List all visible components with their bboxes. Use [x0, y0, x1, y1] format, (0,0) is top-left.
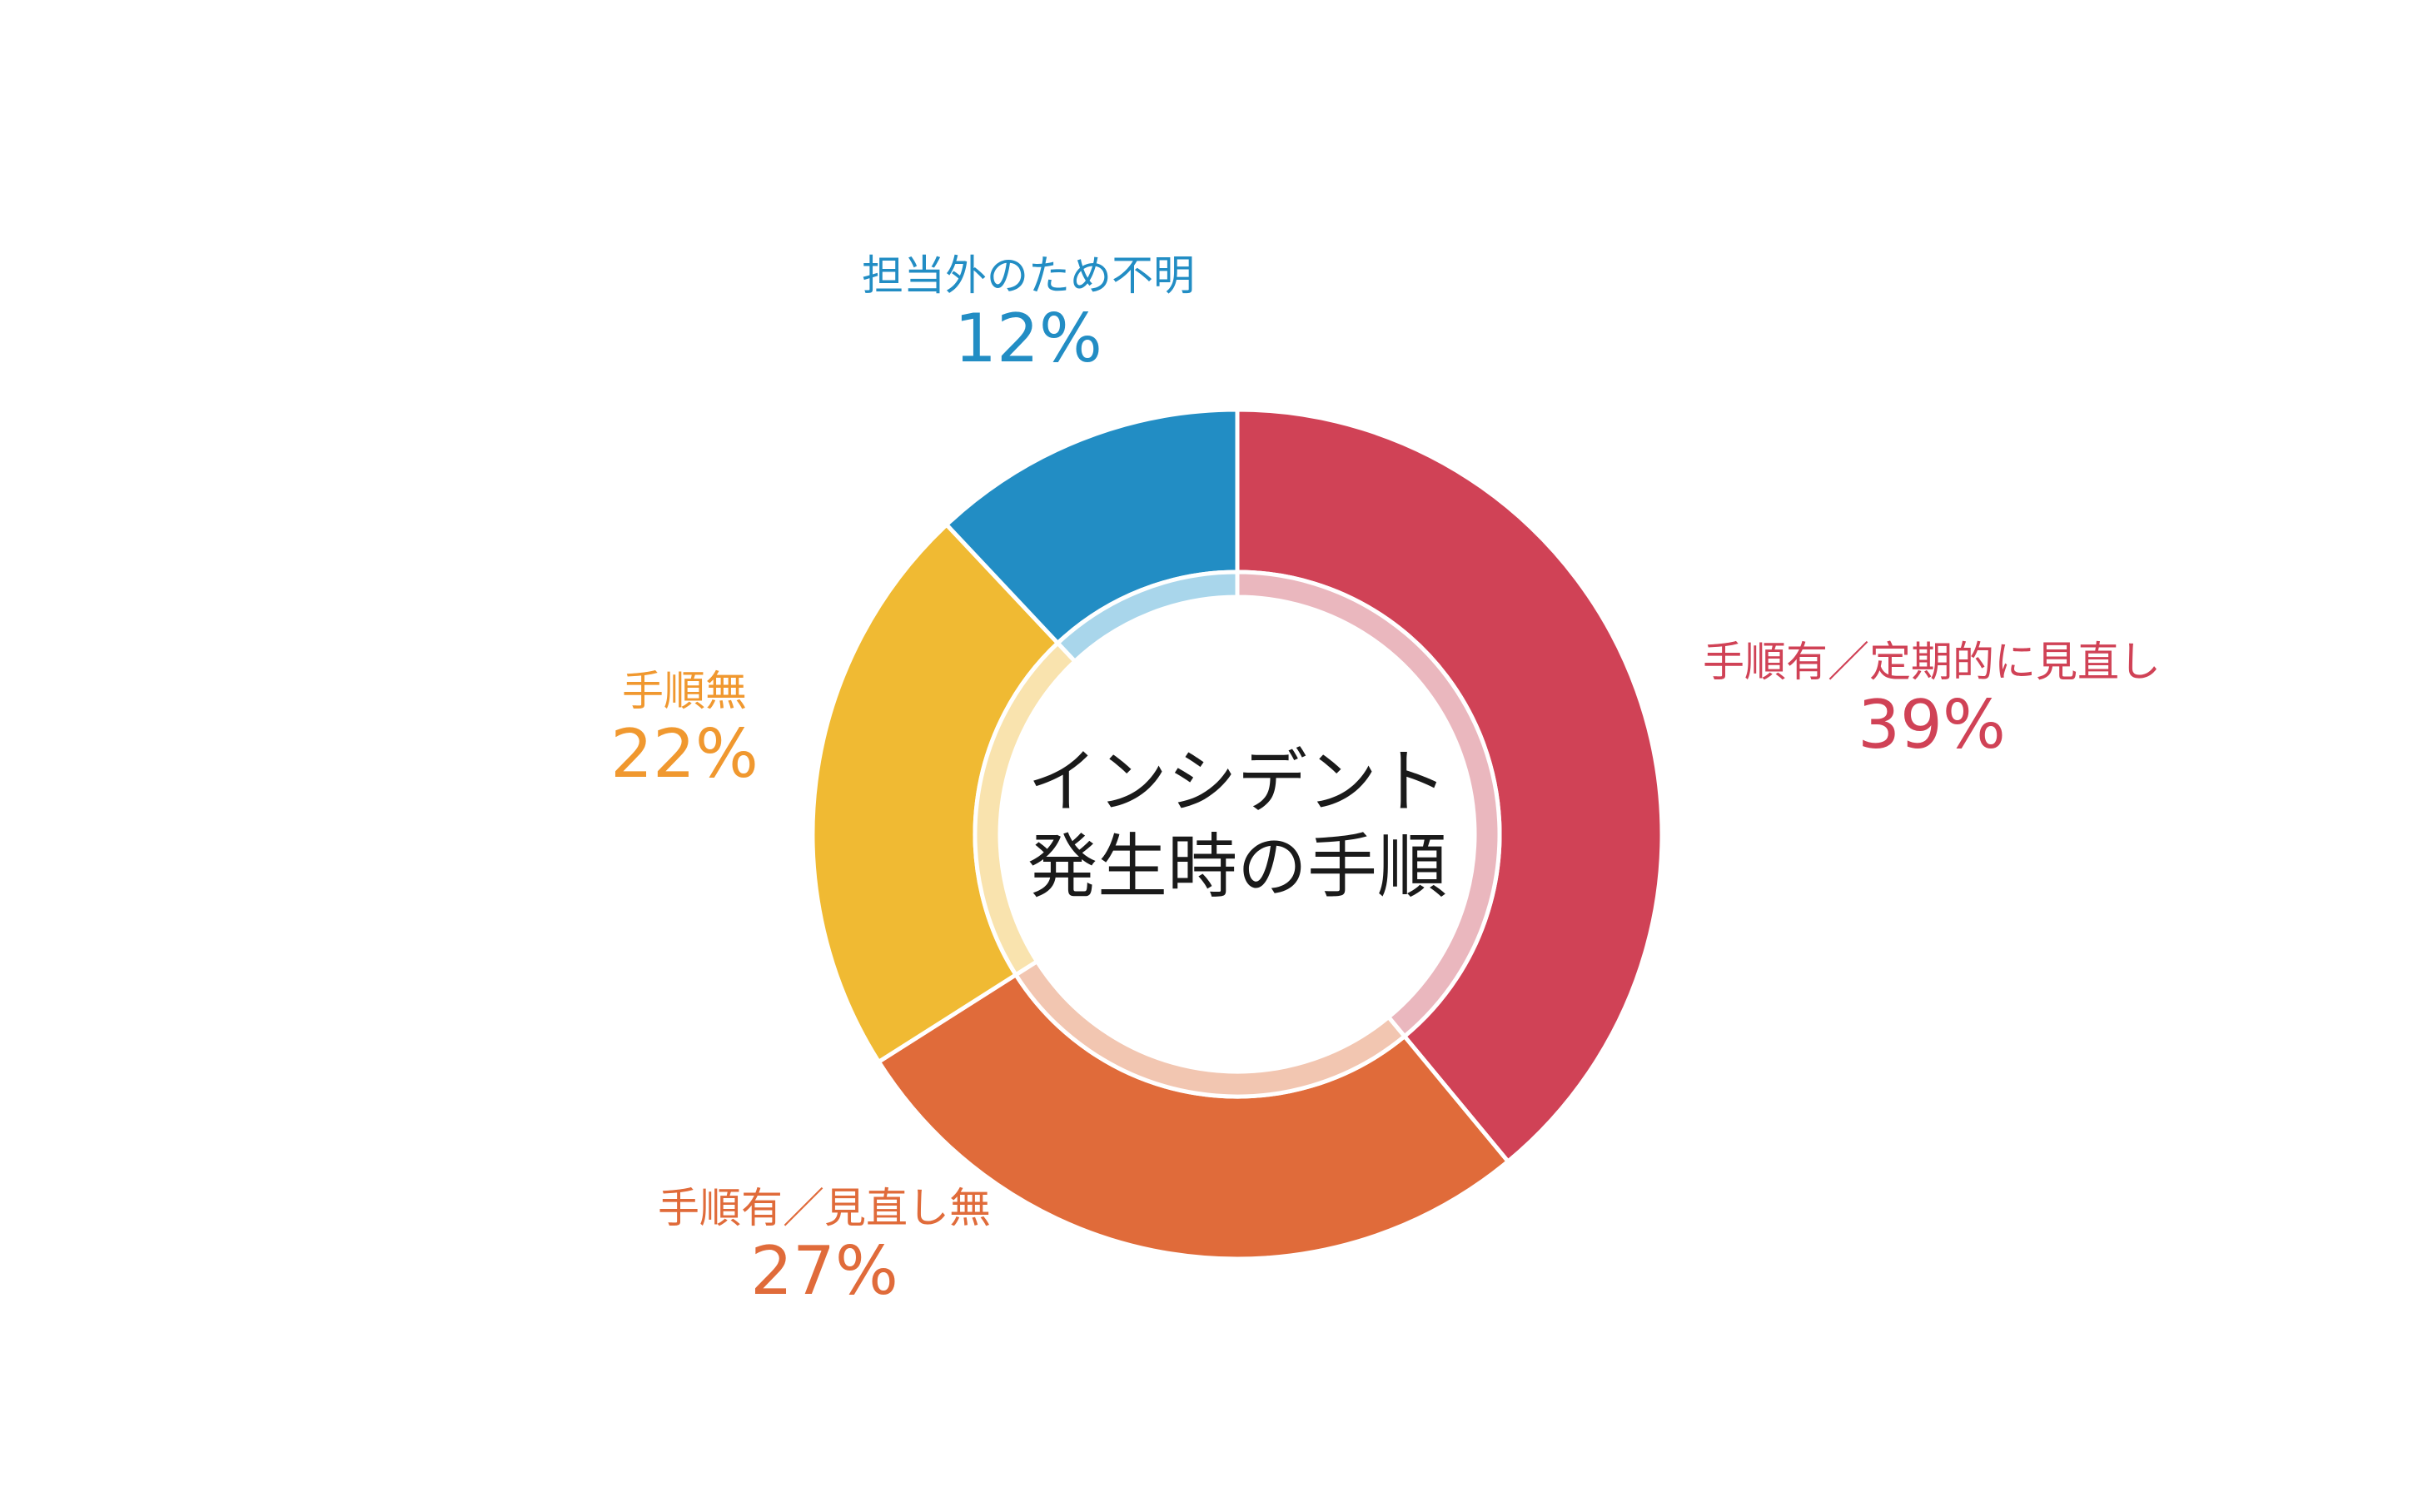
slice-label-1: 手順有／見直し無	[658, 1184, 991, 1232]
center-label-line-2: 発生時の手順	[1027, 826, 1447, 908]
slice-label-2: 手順無	[622, 667, 747, 715]
center-label: インシデント 発生時の手順	[1027, 741, 1447, 908]
slice-value-label-1: 27%	[750, 1232, 898, 1310]
donut-slices	[810, 407, 1664, 1261]
center-label-line-1: インシデント	[1027, 741, 1447, 823]
slice-label-3: 担当外のため不明	[862, 251, 1195, 300]
slice-inner-ring-3	[1054, 569, 1240, 664]
slice-value-label-0: 39%	[1858, 686, 2006, 763]
slice-value-label-2: 22%	[610, 715, 759, 793]
slice-value-label-3: 12%	[954, 300, 1102, 377]
slice-label-0: 手順有／定期的に見直し	[1703, 638, 2161, 686]
